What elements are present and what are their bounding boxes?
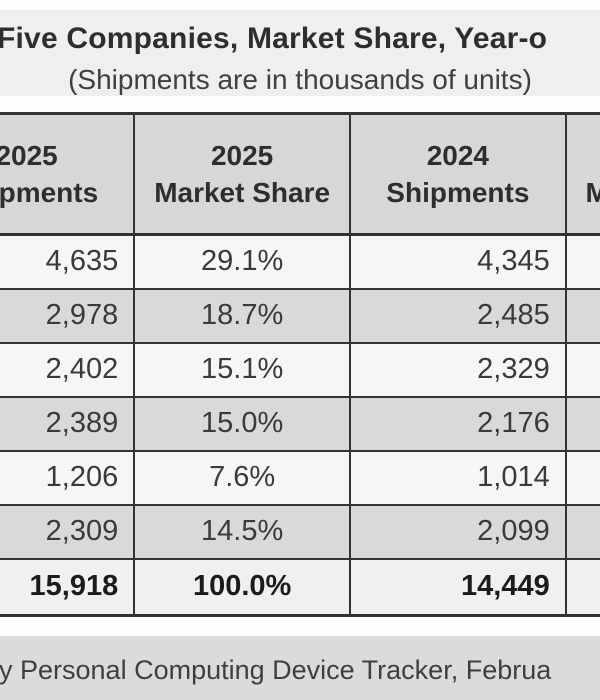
total-cell: 100.0% [133, 557, 351, 617]
header-cell-2025-market-share: 2025 Market Share [133, 112, 351, 236]
header-cell-2025-shipments: 2025 Shipments [0, 112, 136, 236]
table-cell: 1,206 [0, 449, 136, 506]
table-row: 4,635 29.1% 4,345 [0, 233, 600, 290]
header-line1: 2025 [0, 140, 58, 171]
header-line2: Market Share [154, 177, 331, 208]
table-row: 2,309 14.5% 2,099 [0, 503, 600, 560]
table-cell: 2,176 [349, 395, 567, 452]
header-line2: Shipments [386, 177, 530, 208]
header-cell-2024-shipments: 2024 Shipments [349, 112, 567, 236]
header-line2: Market Share [585, 177, 600, 208]
source-note: y Personal Computing Device Tracker, Feb… [0, 655, 552, 685]
footer-band: y Personal Computing Device Tracker, Feb… [0, 636, 600, 700]
table-row: 2,978 18.7% 2,485 [0, 287, 600, 344]
market-share-table: 2025 Shipments 2025 Market Share 2024 Sh… [0, 112, 600, 617]
table-row: 1,206 7.6% 1,014 [0, 449, 600, 506]
table-cell: 2,309 [0, 503, 136, 560]
header-line1: 2024 [426, 140, 490, 171]
table-cell [564, 287, 600, 344]
table-cell: 1,014 [349, 449, 567, 506]
table-cell: 4,345 [349, 233, 567, 290]
table-cell: 15.0% [133, 395, 351, 452]
page-subtitle: (Shipments are in thousands of units) [68, 64, 532, 95]
table-cell: 29.1% [133, 233, 351, 290]
table-header: 2025 Shipments 2025 Market Share 2024 Sh… [0, 112, 600, 236]
table-cell: 7.6% [133, 449, 351, 506]
header-line1: 2024 [567, 137, 600, 174]
table-body: 4,635 29.1% 4,345 2,978 18.7% 2,485 2,40… [0, 233, 600, 617]
page-title: Five Companies, Market Share, Year-o [0, 22, 548, 55]
header-line1: 2025 [210, 140, 274, 171]
table-cell [564, 395, 600, 452]
table-cell: 4,635 [0, 233, 136, 290]
table-cell: 2,389 [0, 395, 136, 452]
table-cell: 2,978 [0, 287, 136, 344]
table-cell: 14.5% [133, 503, 351, 560]
total-cell [564, 557, 600, 617]
table-cell: 2,329 [349, 341, 567, 398]
table-cell: 15.1% [133, 341, 351, 398]
table-cell [564, 341, 600, 398]
table-cell: 2,485 [349, 287, 567, 344]
header-cell-2024-market-share: 2024 Market Share [564, 112, 600, 236]
table-cell [564, 449, 600, 506]
table-cell: 2,099 [349, 503, 567, 560]
total-row: 15,918 100.0% 14,449 [0, 557, 600, 617]
header-line2: Shipments [0, 177, 99, 208]
table-row: 2,389 15.0% 2,176 [0, 395, 600, 452]
table-cell [564, 233, 600, 290]
total-cell: 15,918 [0, 557, 136, 617]
total-cell: 14,449 [349, 557, 567, 617]
table-cell [564, 503, 600, 560]
header-row: 2025 Shipments 2025 Market Share 2024 Sh… [0, 112, 600, 236]
table-row: 2,402 15.1% 2,329 [0, 341, 600, 398]
title-band [0, 10, 600, 96]
table-cell: 18.7% [133, 287, 351, 344]
table-cell: 2,402 [0, 341, 136, 398]
